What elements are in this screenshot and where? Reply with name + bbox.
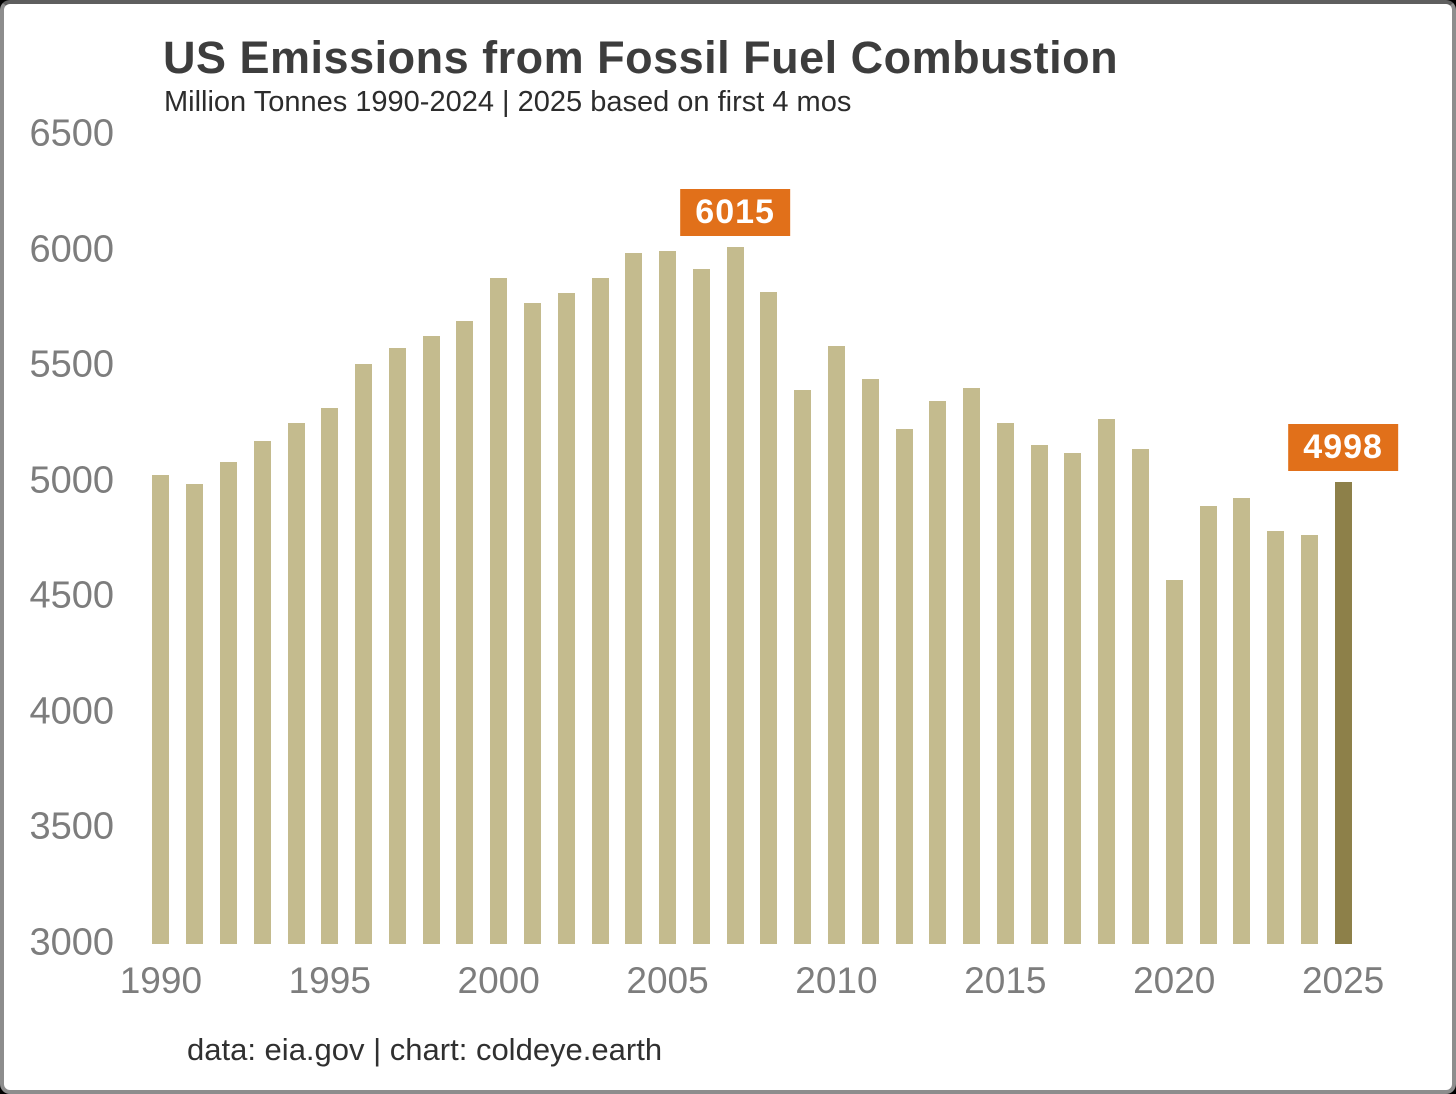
bar-2000: [490, 278, 508, 944]
bar-1997: [388, 347, 406, 944]
plot-area: 3000 3500 4000 4500 5000 5500 6000 6500 1990 1995…: [4, 4, 1452, 1090]
x-tick-label: 2025: [1301, 960, 1385, 1001]
bar-2019: [1131, 449, 1149, 944]
bar-2013: [929, 400, 947, 944]
y-tick-label: 3500: [29, 806, 114, 849]
bar-1990: [152, 474, 170, 944]
bar-1992: [219, 462, 237, 944]
bar-2008: [760, 292, 778, 944]
bar-2024: [1300, 534, 1318, 944]
bar-2012: [895, 428, 913, 944]
bar-2010: [827, 346, 845, 944]
y-tick-label: 4000: [29, 690, 114, 733]
x-tick-label: 2020: [1133, 960, 1216, 1001]
bar-1999: [456, 321, 474, 944]
x-tick-label: 2000: [457, 960, 540, 1001]
bar-2009: [794, 390, 812, 944]
bar-1993: [253, 441, 271, 944]
bar-2005: [659, 250, 677, 944]
bar-2021: [1199, 505, 1217, 944]
bar-2001: [523, 302, 541, 944]
bar-1994: [287, 422, 305, 944]
x-tick-label: 1990: [119, 960, 203, 1001]
x-tick-label: 2005: [626, 960, 709, 1001]
x-tick-label: 2010: [795, 960, 878, 1001]
y-tick-label: 4500: [29, 574, 114, 617]
bar-2023: [1267, 531, 1285, 944]
bar-2002: [557, 293, 575, 944]
y-tick-label: 3000: [29, 921, 114, 964]
bar-2004: [625, 252, 643, 944]
y-tick-label: 6500: [29, 112, 114, 155]
bar-2016: [1030, 444, 1048, 944]
bar-2014: [963, 388, 981, 944]
bar-2017: [1064, 452, 1082, 944]
bar-2015: [996, 422, 1014, 944]
bar-1996: [355, 363, 373, 944]
bar-2003: [591, 278, 609, 944]
chart-subtitle: Million Tonnes 1990-2024 | 2025 based on…: [164, 86, 852, 118]
x-tick-label: 2015: [964, 960, 1047, 1001]
bar-1998: [422, 336, 440, 944]
bar-2011: [861, 378, 879, 944]
bar-2022: [1233, 497, 1251, 944]
credit-line: data: eia.gov | chart: coldeye.earth: [187, 1032, 663, 1067]
y-tick-label: 6000: [29, 228, 114, 271]
bar-value-callout: 4998: [1288, 424, 1398, 472]
bar-1995: [321, 407, 339, 944]
bar-2025: [1334, 482, 1352, 944]
chart-title: US Emissions from Fossil Fuel Combustion: [163, 32, 1119, 83]
y-tick-label: 5000: [29, 459, 114, 502]
bar-2018: [1098, 419, 1116, 944]
x-tick-label: 1995: [288, 960, 371, 1001]
y-tick-label: 5500: [29, 343, 114, 386]
bar-2020: [1165, 579, 1183, 944]
bar-2006: [692, 269, 710, 944]
bar-2007: [726, 247, 744, 944]
bar-1991: [186, 484, 204, 944]
bar-value-callout: 6015: [680, 189, 790, 237]
